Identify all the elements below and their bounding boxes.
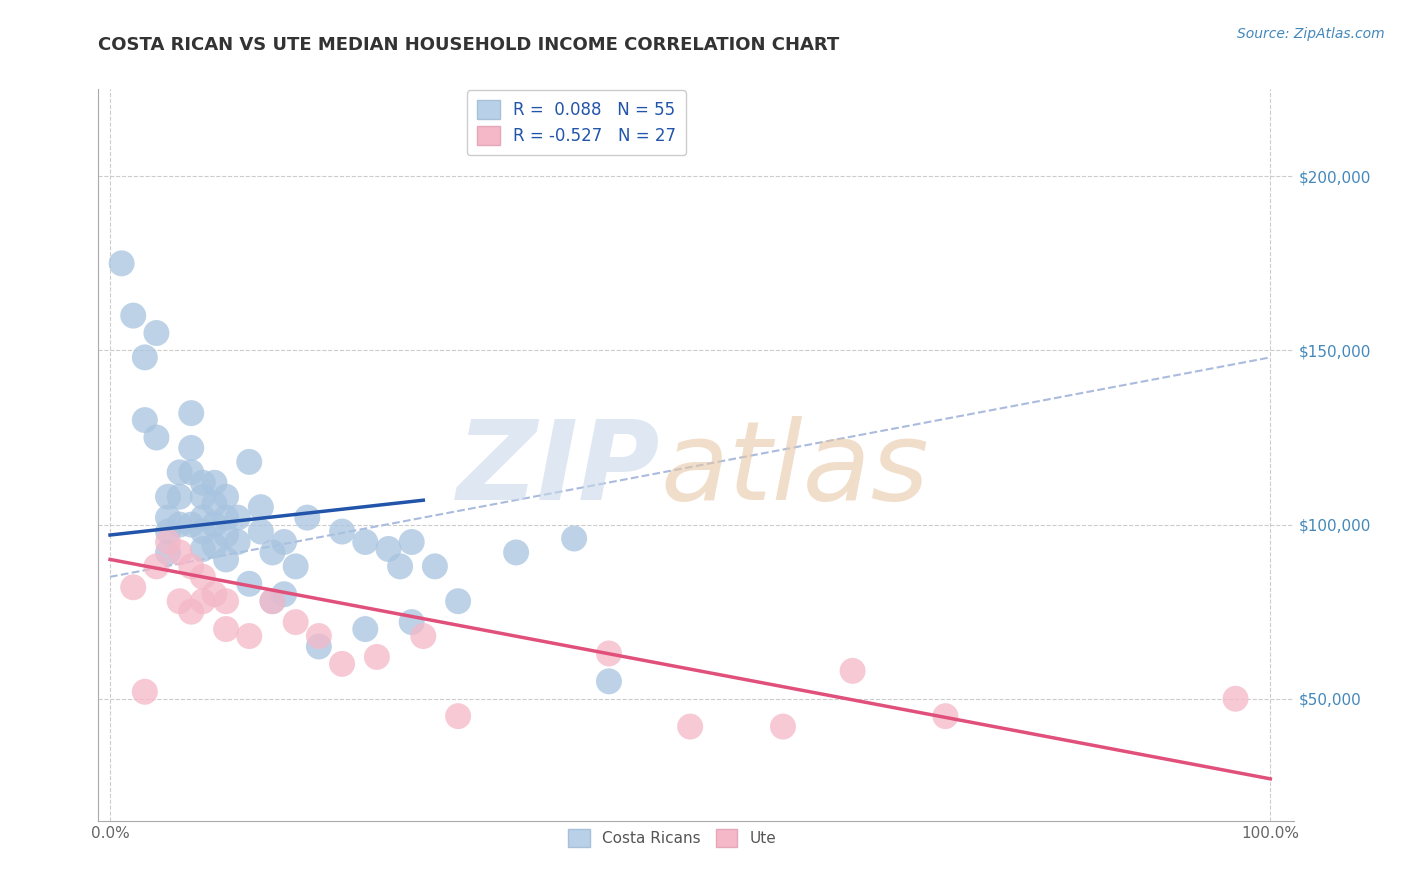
Point xyxy=(204,587,226,601)
Point xyxy=(226,535,249,549)
Text: COSTA RICAN VS UTE MEDIAN HOUSEHOLD INCOME CORRELATION CHART: COSTA RICAN VS UTE MEDIAN HOUSEHOLD INCO… xyxy=(98,36,839,54)
Point xyxy=(134,685,156,699)
Point xyxy=(157,545,180,559)
Point xyxy=(145,559,167,574)
Point xyxy=(191,541,214,556)
Point xyxy=(598,674,620,689)
Point xyxy=(180,466,202,480)
Point xyxy=(841,664,863,678)
Point xyxy=(772,720,794,734)
Text: atlas: atlas xyxy=(661,416,929,523)
Point xyxy=(366,649,388,664)
Point xyxy=(191,510,214,524)
Point xyxy=(157,535,180,549)
Point xyxy=(122,580,145,594)
Point xyxy=(238,576,260,591)
Point xyxy=(191,475,214,490)
Point xyxy=(308,640,330,654)
Point xyxy=(262,594,284,608)
Point xyxy=(204,497,226,511)
Point xyxy=(262,594,284,608)
Point xyxy=(169,490,191,504)
Point xyxy=(204,539,226,553)
Point xyxy=(169,545,191,559)
Point xyxy=(169,594,191,608)
Point xyxy=(215,510,238,524)
Point xyxy=(226,510,249,524)
Point xyxy=(157,524,180,539)
Point xyxy=(180,406,202,420)
Point xyxy=(215,594,238,608)
Point xyxy=(204,475,226,490)
Point xyxy=(401,535,423,549)
Point xyxy=(354,535,377,549)
Point xyxy=(308,629,330,643)
Point xyxy=(191,524,214,539)
Point xyxy=(330,657,353,671)
Point xyxy=(122,309,145,323)
Point xyxy=(111,256,134,270)
Point xyxy=(273,587,295,601)
Point xyxy=(204,517,226,532)
Point xyxy=(238,629,260,643)
Point xyxy=(412,629,434,643)
Point xyxy=(191,570,214,584)
Point xyxy=(505,545,527,559)
Point xyxy=(1225,691,1247,706)
Point xyxy=(215,552,238,566)
Point xyxy=(562,532,585,546)
Point xyxy=(273,535,295,549)
Point xyxy=(215,528,238,542)
Point xyxy=(284,615,307,629)
Point xyxy=(354,622,377,636)
Point xyxy=(447,709,470,723)
Point xyxy=(250,524,273,539)
Point xyxy=(180,559,202,574)
Point xyxy=(423,559,446,574)
Point xyxy=(262,545,284,559)
Point xyxy=(157,490,180,504)
Point xyxy=(191,594,214,608)
Point xyxy=(180,441,202,455)
Point xyxy=(145,326,167,340)
Point xyxy=(180,605,202,619)
Point xyxy=(598,647,620,661)
Point xyxy=(191,490,214,504)
Point xyxy=(679,720,702,734)
Point xyxy=(447,594,470,608)
Point xyxy=(330,524,353,539)
Point xyxy=(215,622,238,636)
Point xyxy=(389,559,412,574)
Point xyxy=(297,510,319,524)
Point xyxy=(145,430,167,444)
Point xyxy=(134,413,156,427)
Point xyxy=(169,517,191,532)
Text: ZIP: ZIP xyxy=(457,416,661,523)
Legend: Costa Ricans, Ute: Costa Ricans, Ute xyxy=(562,823,782,854)
Point xyxy=(250,500,273,515)
Text: Source: ZipAtlas.com: Source: ZipAtlas.com xyxy=(1237,27,1385,41)
Point xyxy=(134,351,156,365)
Point xyxy=(377,541,399,556)
Point xyxy=(934,709,956,723)
Point xyxy=(180,517,202,532)
Point xyxy=(284,559,307,574)
Point xyxy=(215,490,238,504)
Point xyxy=(401,615,423,629)
Point xyxy=(238,455,260,469)
Point xyxy=(157,510,180,524)
Point xyxy=(169,466,191,480)
